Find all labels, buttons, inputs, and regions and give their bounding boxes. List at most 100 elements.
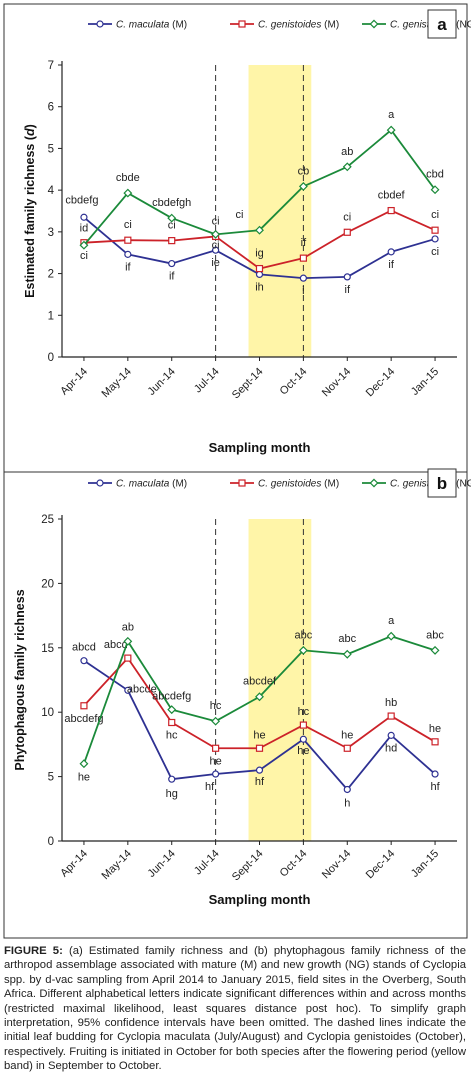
legend-glyph-marker xyxy=(96,20,104,28)
x-tick-label: Oct-14 xyxy=(278,848,310,880)
legend-label: C. genistoides (M) xyxy=(258,479,339,490)
significance-label: hd xyxy=(385,742,397,754)
data-point xyxy=(255,766,264,774)
significance-label: if xyxy=(169,271,175,283)
x-axis-title: Sampling month xyxy=(209,892,311,907)
significance-label: ig xyxy=(255,248,264,260)
panel-label: b xyxy=(437,474,447,493)
x-tick-label: Nov-14 xyxy=(320,848,354,882)
figure-caption: FIGURE 5: (a) Estimated family richness … xyxy=(4,944,466,1074)
data-point xyxy=(167,705,177,715)
data-point xyxy=(80,702,88,710)
data-point xyxy=(80,213,88,221)
significance-label: abc xyxy=(426,629,444,641)
significance-label: ci xyxy=(236,209,244,221)
data-point xyxy=(255,264,264,273)
series-2: id ci ci ci ig if ci cbdef ci xyxy=(80,190,439,273)
legend-label: C. maculata (M) xyxy=(116,20,187,31)
significance-label: if xyxy=(388,259,394,271)
significance-label: cb xyxy=(298,165,310,177)
series-3: he ab abcdefg hc abcdef abc abc a abc xyxy=(78,615,445,784)
data-point xyxy=(342,649,352,659)
x-tick-label: Apr-14 xyxy=(58,366,90,398)
significance-label: cbd xyxy=(426,169,444,181)
x-tick-label: Jul-14 xyxy=(192,366,222,396)
legend: C. maculata (M) C. genistoides (M) C. geni… xyxy=(88,479,471,490)
data-point xyxy=(211,716,221,726)
data-point xyxy=(299,254,307,262)
series-3: ci cbde cbdefgh ci ci cb ab a cbd xyxy=(79,109,444,262)
y-tick-label: 10 xyxy=(41,707,54,719)
figure-label: FIGURE 5: xyxy=(4,945,63,957)
x-tick-label: Nov-14 xyxy=(320,366,354,400)
data-point xyxy=(168,718,176,727)
legend-glyph-marker xyxy=(96,479,104,487)
significance-label: if xyxy=(301,237,307,249)
data-point xyxy=(298,645,308,655)
data-point xyxy=(431,738,439,746)
x-axis-title: Sampling month xyxy=(209,440,311,455)
legend-label: C. genistoides (M) xyxy=(258,20,339,31)
y-tick-label: 2 xyxy=(48,269,54,281)
significance-label: hf xyxy=(430,781,440,793)
significance-label: ci xyxy=(212,215,220,227)
significance-label: abcde xyxy=(127,683,157,695)
data-point xyxy=(167,213,177,223)
data-point xyxy=(386,125,396,135)
data-point xyxy=(299,274,307,282)
y-tick-label: 5 xyxy=(48,143,54,155)
significance-label: abcd xyxy=(104,639,128,651)
data-point xyxy=(343,228,351,236)
legend: C. maculata (M) C. genistoides (M) C. geni… xyxy=(88,20,471,31)
legend-glyph-marker xyxy=(369,19,379,29)
significance-label: abcdefg xyxy=(64,713,103,725)
significance-label: hc xyxy=(166,730,178,742)
data-point xyxy=(431,226,439,234)
data-point xyxy=(255,225,264,235)
data-point xyxy=(168,259,176,268)
x-tick-label: Jan-15 xyxy=(409,366,441,398)
data-point xyxy=(431,770,439,778)
significance-label: abcd xyxy=(72,642,96,654)
figure-5: 0 1 2 3 4 5 6 7 Apr-14 May-14 Jun-14 Jul-14 Sept-14 O… xyxy=(3,3,471,939)
data-point xyxy=(343,744,351,752)
x-tick-label: Jun-14 xyxy=(146,366,178,398)
significance-label: he xyxy=(429,723,441,735)
significance-label: he xyxy=(253,729,265,741)
x-tick-label: May-14 xyxy=(100,848,134,882)
significance-label: ab xyxy=(341,146,353,158)
caption-text: (a) Estimated family richness and (b) ph… xyxy=(4,945,466,1073)
panel-label-box xyxy=(427,468,457,498)
significance-label: ci xyxy=(124,219,132,231)
y-tick-label: 7 xyxy=(48,60,54,72)
significance-label: ie xyxy=(211,257,220,269)
significance-label: if xyxy=(125,261,131,273)
legend-glyph-marker xyxy=(238,479,246,487)
data-point xyxy=(80,657,88,665)
data-point xyxy=(212,770,220,778)
significance-label: hf xyxy=(205,781,215,793)
data-point xyxy=(298,181,308,191)
significance-label: he xyxy=(297,745,309,757)
data-point xyxy=(342,162,352,172)
significance-label: ci xyxy=(80,250,88,262)
panel-label-box xyxy=(427,9,457,39)
data-point xyxy=(211,229,221,239)
data-point xyxy=(124,686,132,694)
significance-label: id xyxy=(80,223,89,235)
significance-label: abcdefg xyxy=(152,691,191,703)
x-tick-label: May-14 xyxy=(100,366,134,400)
y-tick-label: 1 xyxy=(48,310,54,322)
x-tick-label: Sept-14 xyxy=(230,366,266,402)
data-point xyxy=(299,735,307,743)
y-tick-label: 0 xyxy=(48,836,54,848)
significance-label: i xyxy=(302,285,304,297)
x-tick-label: Dec-14 xyxy=(364,366,398,400)
significance-label: ab xyxy=(122,621,134,633)
data-point xyxy=(168,775,176,783)
significance-label: abc xyxy=(295,629,313,641)
significance-label: ci xyxy=(212,239,220,251)
data-point xyxy=(123,188,133,198)
data-point xyxy=(255,692,264,702)
x-tick-label: Dec-14 xyxy=(364,848,398,882)
